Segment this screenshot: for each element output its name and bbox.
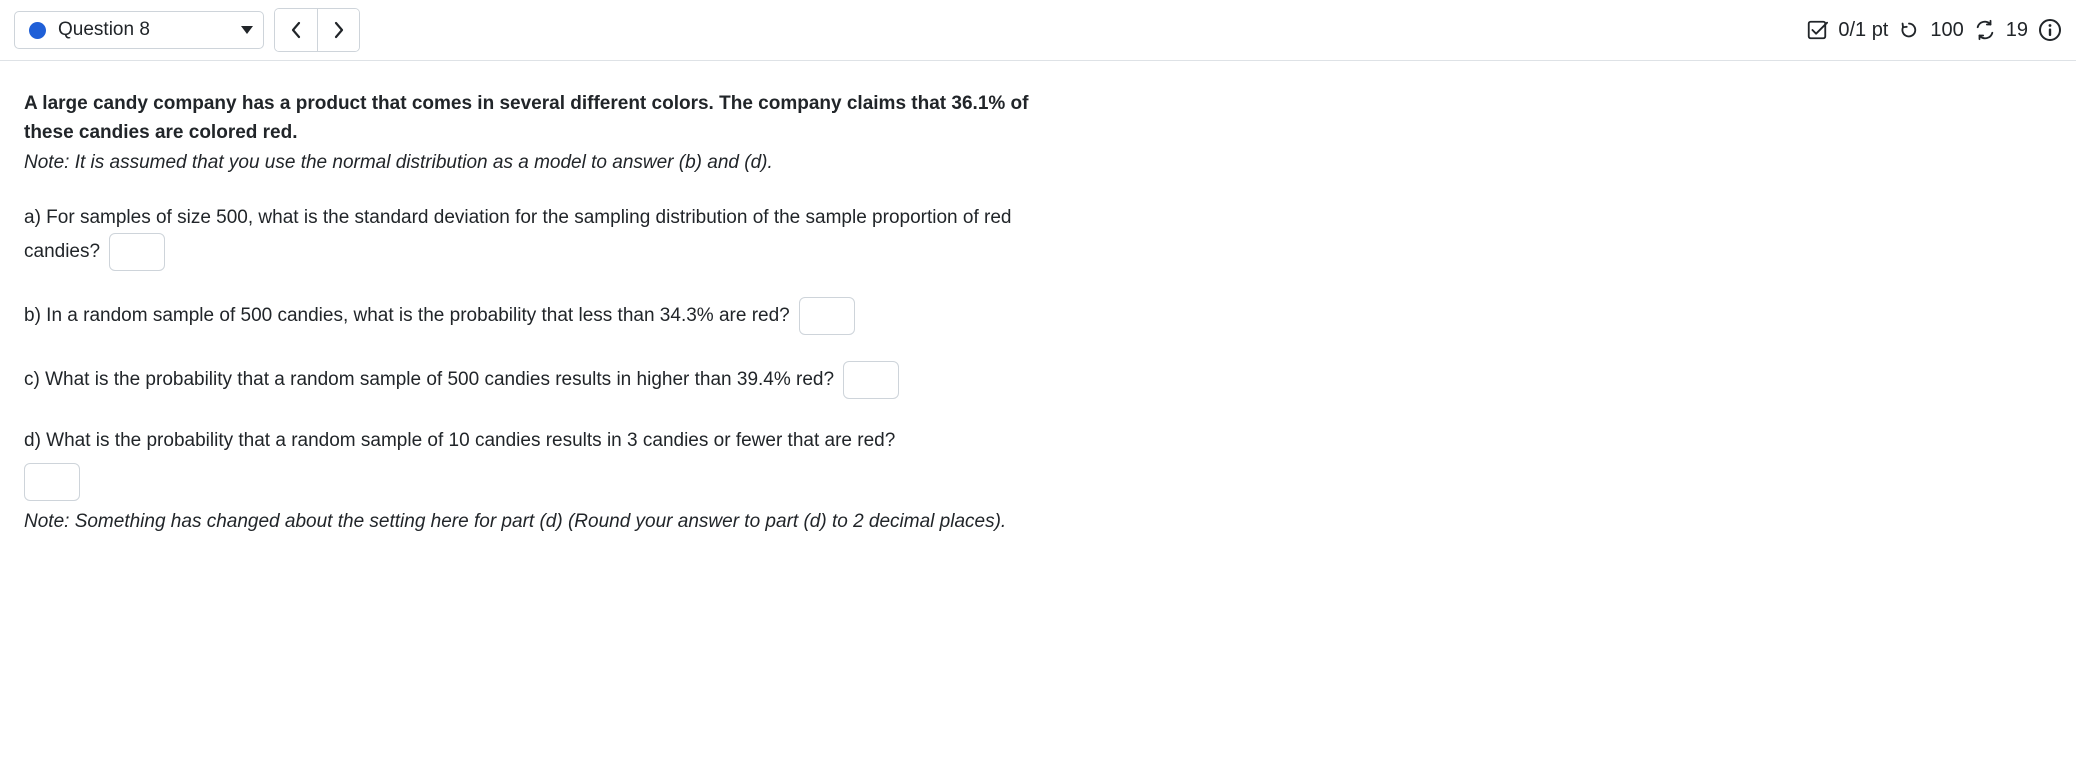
part-d-text: d) What is the probability that a random… (24, 430, 895, 451)
checkbox-icon (1806, 19, 1828, 41)
retries-text: 19 (2006, 19, 2028, 42)
answer-input-b[interactable] (799, 297, 855, 335)
part-c: c) What is the probability that a random… (24, 361, 1066, 399)
intro-bold: A large candy company has a product that… (24, 93, 1029, 143)
question-label: Question 8 (58, 19, 150, 41)
history-icon (1898, 19, 1920, 41)
question-dropdown[interactable]: Question 8 (14, 11, 264, 49)
status-dot-icon (29, 22, 46, 39)
part-a: a) For samples of size 500, what is the … (24, 203, 1066, 270)
intro-note: Note: It is assumed that you use the nor… (24, 152, 773, 173)
answer-input-a[interactable] (109, 233, 165, 271)
answer-input-d[interactable] (24, 463, 80, 501)
part-d: d) What is the probability that a random… (24, 425, 1066, 501)
chevron-left-icon (289, 21, 303, 39)
recycle-icon (1974, 19, 1996, 41)
nav-arrows (274, 8, 360, 52)
bottom-note: Note: Something has changed about the se… (24, 507, 1066, 536)
attempts-text: 100 (1930, 19, 1963, 42)
score-text: 0/1 pt (1838, 19, 1888, 42)
question-dropdown-left: Question 8 (29, 19, 150, 41)
question-toolbar: Question 8 0/1 pt 100 19 (0, 0, 2076, 61)
part-c-text: c) What is the probability that a random… (24, 369, 834, 390)
score-area: 0/1 pt 100 19 (1806, 18, 2062, 42)
prev-question-button[interactable] (275, 9, 317, 51)
caret-down-icon (241, 26, 253, 34)
question-content: A large candy company has a product that… (0, 61, 1080, 540)
answer-input-c[interactable] (843, 361, 899, 399)
chevron-right-icon (332, 21, 346, 39)
part-b-text: b) In a random sample of 500 candies, wh… (24, 305, 790, 326)
next-question-button[interactable] (317, 9, 359, 51)
part-b: b) In a random sample of 500 candies, wh… (24, 297, 1066, 335)
info-icon[interactable] (2038, 18, 2062, 42)
part-a-text: a) For samples of size 500, what is the … (24, 207, 1011, 261)
